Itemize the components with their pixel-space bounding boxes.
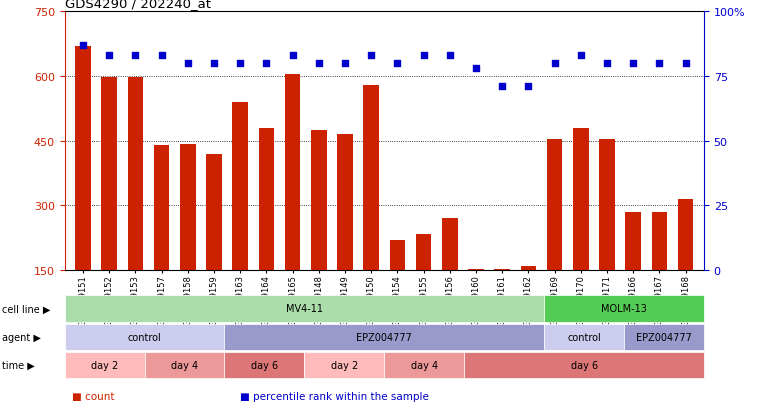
Text: GDS4290 / 202240_at: GDS4290 / 202240_at [65, 0, 211, 10]
Point [522, 84, 534, 90]
Bar [651, 212, 667, 271]
Text: control: control [128, 332, 161, 342]
Text: ■ count: ■ count [72, 392, 115, 401]
Text: day 2: day 2 [91, 360, 118, 370]
Text: day 6: day 6 [251, 360, 278, 370]
Bar [599, 139, 615, 271]
Point [313, 61, 325, 67]
Point [103, 53, 116, 59]
Point [260, 61, 272, 67]
Point [129, 53, 142, 59]
Point [208, 61, 220, 67]
Bar [521, 266, 537, 271]
Text: time ▶: time ▶ [2, 360, 34, 370]
Bar [128, 78, 143, 271]
Point [680, 61, 692, 67]
Bar [101, 78, 117, 271]
Bar [232, 103, 248, 271]
Bar [390, 240, 406, 271]
Point [234, 61, 247, 67]
Text: day 6: day 6 [571, 360, 597, 370]
Text: day 2: day 2 [331, 360, 358, 370]
Text: ■ percentile rank within the sample: ■ percentile rank within the sample [240, 392, 428, 401]
Text: day 4: day 4 [171, 360, 198, 370]
Bar [546, 139, 562, 271]
Point [496, 84, 508, 90]
Point [155, 53, 167, 59]
Point [287, 53, 299, 59]
Point [391, 61, 403, 67]
Point [444, 53, 456, 59]
Point [470, 66, 482, 73]
Bar [363, 85, 379, 271]
Point [77, 43, 89, 49]
Point [418, 53, 430, 59]
Bar [573, 128, 589, 271]
Text: cell line ▶: cell line ▶ [2, 304, 50, 314]
Point [601, 61, 613, 67]
Bar [416, 234, 431, 271]
Point [182, 61, 194, 67]
Bar [442, 219, 457, 271]
Text: agent ▶: agent ▶ [2, 332, 40, 342]
Text: EPZ004777: EPZ004777 [356, 332, 412, 342]
Bar [75, 47, 91, 271]
Point [575, 53, 587, 59]
Point [627, 61, 639, 67]
Text: MV4-11: MV4-11 [286, 304, 323, 314]
Bar [495, 270, 510, 271]
Point [339, 61, 351, 67]
Bar [206, 154, 222, 271]
Point [653, 61, 665, 67]
Bar [259, 128, 274, 271]
Bar [154, 146, 170, 271]
Bar [180, 145, 196, 271]
Point [365, 53, 377, 59]
Text: MOLM-13: MOLM-13 [601, 304, 647, 314]
Text: day 4: day 4 [411, 360, 438, 370]
Text: EPZ004777: EPZ004777 [636, 332, 692, 342]
Bar [626, 212, 641, 271]
Text: control: control [567, 332, 601, 342]
Bar [337, 135, 353, 271]
Point [549, 61, 561, 67]
Bar [285, 75, 301, 271]
Bar [468, 270, 484, 271]
Bar [311, 131, 326, 271]
Bar [678, 199, 693, 271]
